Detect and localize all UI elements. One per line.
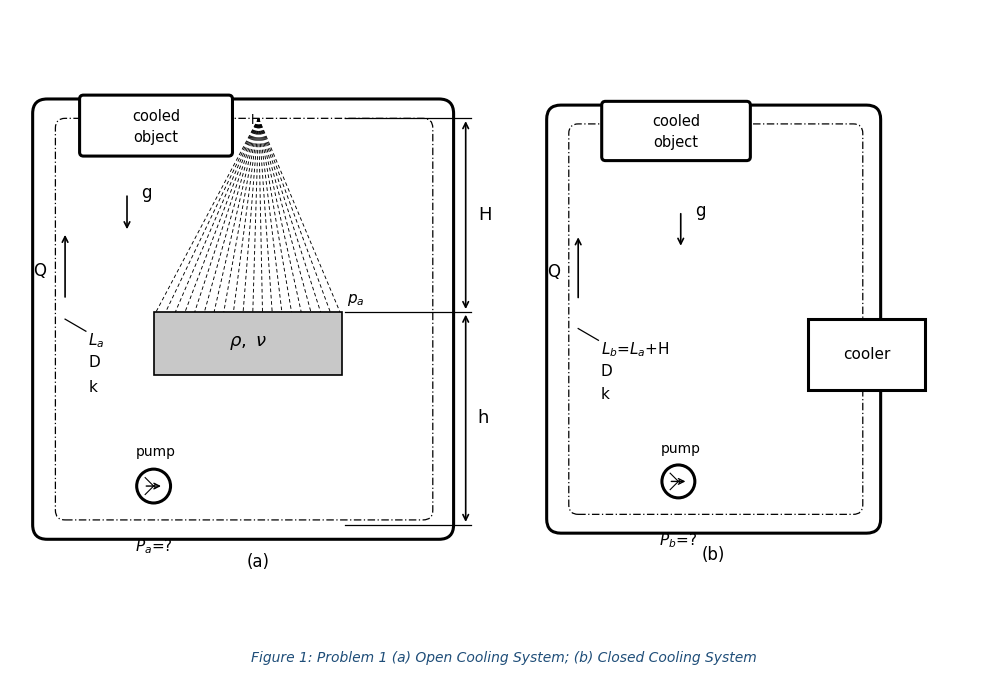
FancyBboxPatch shape [32, 99, 454, 539]
Text: h: h [478, 409, 489, 427]
Text: (b): (b) [702, 546, 726, 564]
Text: object: object [653, 135, 699, 150]
Text: g: g [141, 184, 152, 202]
Text: l: l [251, 114, 255, 127]
Bar [807, 319, 925, 390]
Circle shape [137, 469, 170, 503]
Text: H: H [478, 206, 491, 224]
Text: D: D [601, 364, 613, 379]
Text: $P_a$=?: $P_a$=? [135, 537, 172, 556]
Text: g: g [695, 202, 706, 220]
Text: cooler: cooler [843, 347, 890, 362]
FancyBboxPatch shape [80, 95, 233, 156]
Text: object: object [133, 130, 178, 145]
Text: cooled: cooled [132, 109, 180, 124]
Text: $P_b$=?: $P_b$=? [659, 531, 698, 549]
Bar [153, 312, 343, 375]
Text: $\rho,\ \nu$: $\rho,\ \nu$ [229, 334, 267, 352]
Text: pump: pump [136, 445, 176, 460]
Text: $p_a$: $p_a$ [347, 292, 365, 308]
Text: Figure 1: Problem 1 (a) Open Cooling System; (b) Closed Cooling System: Figure 1: Problem 1 (a) Open Cooling Sys… [251, 651, 757, 665]
FancyBboxPatch shape [546, 105, 881, 533]
Text: (a): (a) [246, 553, 269, 571]
FancyBboxPatch shape [602, 101, 750, 161]
Text: $L_a$: $L_a$ [89, 331, 105, 350]
Text: pump: pump [660, 441, 701, 456]
Text: k: k [601, 387, 610, 403]
Text: Q: Q [547, 263, 560, 281]
Text: k: k [89, 380, 97, 394]
Text: D: D [89, 355, 100, 371]
Text: cooled: cooled [652, 114, 701, 129]
Text: $L_b$=$L_a$+H: $L_b$=$L_a$+H [601, 340, 669, 359]
Text: Q: Q [33, 261, 46, 280]
Circle shape [662, 465, 695, 498]
